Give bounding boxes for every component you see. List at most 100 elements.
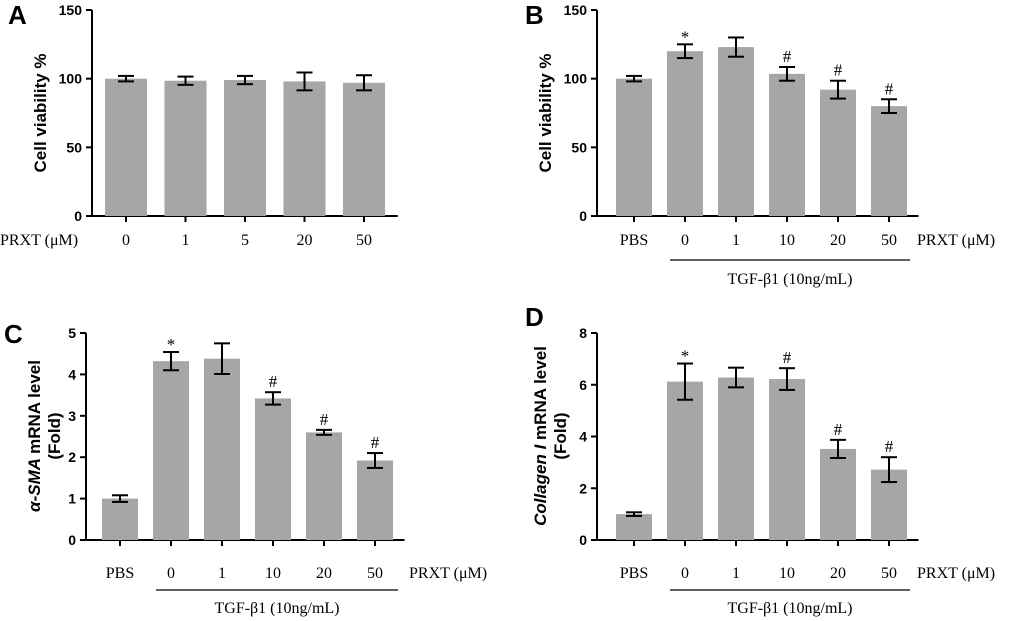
panel-d: D Collagen I mRNA level (Fold) 0 2 4 6 8 PBS * 0 1 #… (525, 302, 995, 617)
y-tick-label: 50 (66, 139, 82, 155)
x-tick-label: 0 (122, 232, 130, 249)
x-tick-label: 1 (732, 232, 740, 249)
x-tick-label: 50 (356, 232, 372, 249)
y-axis-label-main: Cell viability % (31, 53, 50, 172)
y-tick-label: 100 (59, 71, 83, 87)
bar (343, 82, 385, 216)
y-axis-label-main: mRNA level (531, 346, 550, 440)
significance-marker: # (885, 437, 894, 456)
y-tick-label: 150 (59, 2, 83, 18)
significance-marker: # (783, 47, 792, 66)
bar (820, 448, 856, 540)
significance-marker: # (320, 410, 329, 429)
bar (164, 80, 207, 216)
bar (718, 377, 754, 540)
bar (871, 106, 907, 216)
significance-marker: # (834, 420, 843, 439)
panel-b: B Cell viability % 0 50 100 150 PBS * 0 1 #10 #20 #5… (525, 0, 995, 288)
y-tick-label: 4 (68, 366, 76, 382)
panel-letter: B (525, 0, 544, 30)
x-tick-label: PBS (106, 565, 134, 582)
panel-c: Cα-SMA mRNA level (Fold) 0 1 2 3 4 5 PBS * 0 1 #10 #2… (4, 319, 487, 617)
x-tick-label: 50 (881, 232, 897, 249)
x-axis-suffix-label: PRXT (μM) (917, 232, 995, 249)
bar (769, 73, 805, 216)
y-axis-label: Collagen I mRNA level (531, 346, 550, 526)
x-tick-label: 10 (779, 232, 795, 249)
y-tick-label: 1 (68, 491, 76, 507)
bar (204, 358, 240, 540)
y-tick-label: 150 (564, 2, 588, 18)
significance-marker: # (783, 348, 792, 367)
treatment-bracket-label: TGF-β1 (10ng/mL) (727, 271, 852, 288)
bar (616, 78, 652, 217)
significance-marker: # (834, 61, 843, 80)
x-tick-label: 0 (681, 565, 689, 582)
treatment-bracket-label: TGF-β1 (10ng/mL) (214, 600, 339, 617)
x-tick-label: 5 (241, 232, 249, 249)
x-tick-label: 50 (881, 565, 897, 582)
bar (769, 379, 805, 540)
bar (667, 51, 703, 217)
significance-marker: * (681, 27, 690, 46)
y-axis-label-main: Cell viability % (536, 53, 555, 172)
panel-letter: D (525, 302, 544, 332)
x-tick-label: 10 (779, 565, 795, 582)
bar (224, 80, 266, 216)
x-axis-suffix-label: PRXT (μM) (917, 565, 995, 582)
y-axis-label-italic: α-SMA (25, 454, 44, 512)
x-tick-label: 20 (830, 565, 846, 582)
x-tick-label: 50 (367, 565, 383, 582)
x-tick-label: 0 (167, 565, 175, 582)
y-tick-label: 8 (579, 325, 587, 341)
y-axis-label: Cell viability % (31, 53, 50, 172)
y-tick-label: 0 (579, 532, 587, 548)
bar (616, 514, 652, 540)
bar (102, 498, 138, 540)
x-tick-label: 20 (316, 565, 332, 582)
panel-letter: C (4, 319, 23, 349)
bar (357, 460, 393, 540)
y-tick-label: 6 (579, 377, 587, 393)
bar (105, 78, 147, 217)
x-tick-label: 1 (218, 565, 226, 582)
y-axis-label-sub: (Fold) (45, 412, 64, 459)
y-tick-label: 0 (68, 532, 76, 548)
x-tick-label: 1 (182, 232, 190, 249)
significance-marker: # (371, 433, 380, 452)
x-tick-label: 1 (732, 565, 740, 582)
x-tick-label: PBS (620, 565, 648, 582)
y-axis-label-italic: Collagen I (531, 440, 550, 526)
y-tick-label: 2 (579, 480, 587, 496)
significance-marker: * (167, 335, 176, 354)
y-axis-label-main: mRNA level (25, 360, 44, 454)
bar (306, 432, 342, 540)
bar (255, 398, 291, 540)
y-axis-label: α-SMA mRNA level (25, 360, 44, 512)
x-axis-suffix-label: PRXT (μM) (409, 565, 487, 582)
x-tick-label: 10 (265, 565, 281, 582)
y-tick-label: 50 (571, 139, 587, 155)
significance-marker: # (269, 372, 278, 391)
treatment-bracket-label: TGF-β1 (10ng/mL) (727, 600, 852, 617)
y-tick-label: 3 (68, 408, 76, 424)
significance-marker: * (681, 347, 690, 366)
y-tick-label: 5 (68, 325, 76, 341)
y-tick-label: 100 (564, 71, 588, 87)
y-axis-label: Cell viability % (536, 53, 555, 172)
bar (820, 89, 856, 216)
panel-a: A Cell viability % 0 50 100 150 0 1 5 20 50 PRXT (μ… (0, 0, 398, 249)
bar (667, 381, 703, 540)
bar (718, 47, 754, 216)
bar (153, 361, 189, 540)
y-tick-label: 2 (68, 449, 76, 465)
x-axis-prefix-label: PRXT (μM) (0, 232, 78, 249)
significance-marker: # (885, 79, 894, 98)
y-tick-label: 0 (579, 208, 587, 224)
x-tick-label: 20 (830, 232, 846, 249)
y-tick-label: 0 (74, 208, 82, 224)
bar (283, 81, 326, 216)
x-tick-label: PBS (620, 232, 648, 249)
panel-letter: A (8, 0, 27, 30)
